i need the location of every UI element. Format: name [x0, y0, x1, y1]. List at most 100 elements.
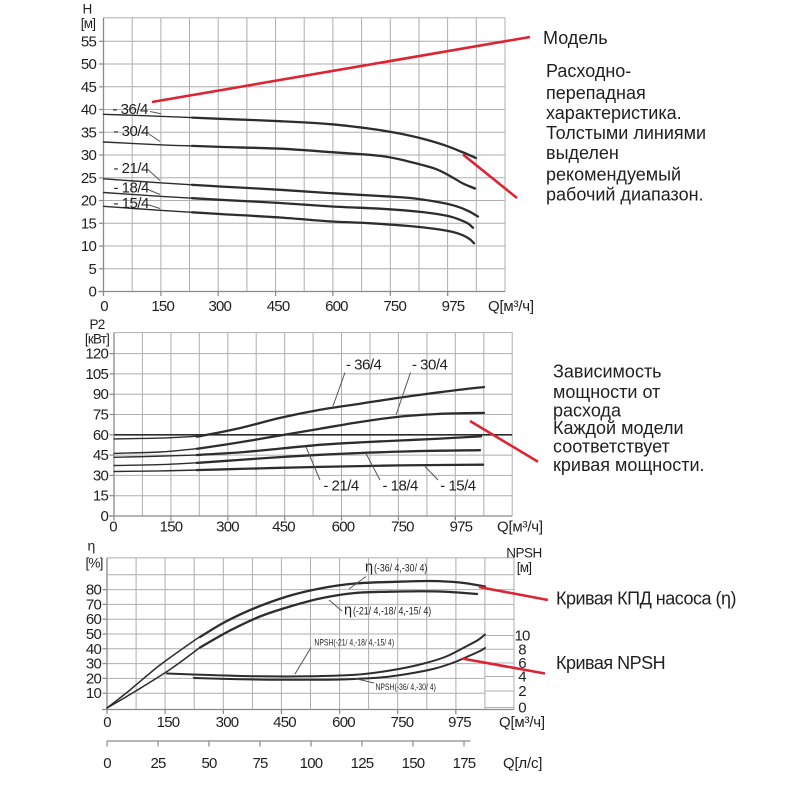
svg-text:40: 40	[81, 102, 97, 119]
svg-text:[м]: [м]	[81, 16, 95, 31]
svg-text:Q[м³/ч]: Q[м³/ч]	[499, 714, 545, 731]
svg-text:25: 25	[150, 755, 166, 772]
svg-text:450: 450	[273, 714, 296, 731]
svg-text:30: 30	[93, 467, 109, 484]
svg-text:0: 0	[88, 284, 96, 301]
svg-text:750: 750	[391, 519, 414, 536]
svg-text:600: 600	[332, 519, 355, 536]
svg-text:75: 75	[252, 755, 268, 772]
svg-text:150: 150	[402, 755, 425, 772]
svg-text:975: 975	[442, 298, 465, 315]
svg-text:175: 175	[453, 755, 476, 772]
svg-text:150: 150	[160, 519, 183, 536]
svg-text:мощности от: мощности от	[553, 382, 660, 402]
svg-text:8: 8	[518, 641, 526, 658]
svg-text:- 18/4: - 18/4	[114, 179, 150, 196]
svg-text:75: 75	[93, 407, 109, 424]
svg-text:20: 20	[86, 670, 102, 687]
svg-text:10: 10	[514, 628, 530, 645]
svg-text:выделен: выделен	[546, 143, 619, 163]
svg-text:10: 10	[81, 238, 97, 255]
svg-text:Q[л/с]: Q[л/с]	[503, 755, 542, 772]
svg-text:10: 10	[86, 685, 102, 702]
svg-text:750: 750	[391, 714, 414, 731]
svg-text:20: 20	[81, 193, 97, 210]
svg-text:50: 50	[201, 755, 217, 772]
svg-text:35: 35	[81, 124, 97, 141]
svg-text:5: 5	[88, 261, 96, 278]
svg-text:- 15/4: - 15/4	[440, 478, 476, 495]
svg-text:70: 70	[86, 596, 102, 613]
svg-text:η: η	[344, 603, 352, 619]
svg-text:η: η	[365, 560, 373, 576]
svg-text:300: 300	[216, 519, 239, 536]
svg-text:0: 0	[100, 508, 108, 525]
svg-text:Толстыми линиями: Толстыми линиями	[546, 123, 706, 143]
svg-text:рекомендуемый: рекомендуемый	[546, 165, 681, 185]
svg-text:- 18/4: - 18/4	[383, 478, 419, 495]
svg-text:характеристика.: характеристика.	[546, 103, 682, 123]
svg-text:кривая мощности.: кривая мощности.	[553, 455, 705, 475]
svg-text:NPSH: NPSH	[506, 546, 542, 561]
svg-text:0: 0	[109, 519, 117, 536]
svg-text:60: 60	[86, 611, 102, 628]
svg-text:NPSH(-36/ 4,-30/ 4): NPSH(-36/ 4,-30/ 4)	[376, 682, 437, 692]
svg-text:- 36/4: - 36/4	[346, 357, 382, 374]
svg-text:Каждой модели: Каждой модели	[553, 418, 684, 438]
svg-text:H: H	[83, 2, 92, 17]
svg-text:30: 30	[81, 147, 97, 164]
svg-text:55: 55	[81, 33, 97, 50]
svg-text:2: 2	[518, 683, 526, 700]
svg-text:расхода: расхода	[553, 400, 622, 420]
svg-text:125: 125	[351, 755, 374, 772]
svg-text:Кривая КПД насоса (η): Кривая КПД насоса (η)	[556, 589, 736, 609]
svg-text:300: 300	[208, 298, 231, 315]
svg-text:- 36/4: - 36/4	[113, 101, 149, 118]
svg-text:45: 45	[81, 79, 97, 96]
svg-text:Зависимость: Зависимость	[553, 362, 662, 382]
svg-text:15: 15	[81, 215, 97, 232]
svg-text:0: 0	[100, 298, 108, 315]
svg-text:50: 50	[81, 56, 97, 73]
svg-text:25: 25	[81, 170, 97, 187]
svg-text:Q[м³/ч]: Q[м³/ч]	[488, 298, 534, 315]
svg-text:80: 80	[86, 582, 102, 599]
svg-text:рабочий диапазон.: рабочий диапазон.	[546, 184, 704, 204]
svg-text:100: 100	[300, 755, 323, 772]
svg-text:0: 0	[103, 714, 111, 731]
svg-text:40: 40	[86, 641, 102, 658]
svg-text:150: 150	[151, 298, 174, 315]
svg-text:50: 50	[86, 626, 102, 643]
svg-text:NPSH(-21/ 4,-18/ 4,-15/ 4): NPSH(-21/ 4,-18/ 4,-15/ 4)	[314, 637, 394, 647]
svg-text:[м]: [м]	[517, 560, 531, 575]
svg-text:30: 30	[86, 656, 102, 673]
svg-text:90: 90	[93, 386, 109, 403]
svg-text:450: 450	[272, 519, 295, 536]
svg-text:0: 0	[103, 755, 111, 772]
svg-text:300: 300	[216, 714, 239, 731]
svg-text:- 21/4: - 21/4	[323, 478, 359, 495]
svg-text:(-36/ 4,-30/ 4): (-36/ 4,-30/ 4)	[374, 563, 427, 575]
svg-text:120: 120	[85, 346, 108, 363]
svg-text:Модель: Модель	[543, 28, 608, 48]
svg-text:η: η	[88, 538, 95, 554]
svg-text:Кривая NPSH: Кривая NPSH	[556, 653, 665, 673]
svg-text:- 15/4: - 15/4	[114, 195, 150, 212]
svg-text:- 30/4: - 30/4	[412, 357, 448, 374]
svg-text:(-21/ 4,-18/ 4,-15/ 4): (-21/ 4,-18/ 4,-15/ 4)	[353, 606, 431, 618]
svg-text:975: 975	[448, 714, 471, 731]
svg-text:60: 60	[93, 427, 109, 444]
svg-text:Расходно-: Расходно-	[546, 61, 631, 81]
svg-text:[%]: [%]	[85, 556, 102, 571]
svg-text:450: 450	[267, 298, 290, 315]
svg-text:975: 975	[450, 519, 473, 536]
svg-text:15: 15	[93, 488, 109, 505]
svg-text:105: 105	[85, 366, 108, 383]
svg-text:- 30/4: - 30/4	[114, 123, 150, 140]
svg-text:600: 600	[325, 298, 348, 315]
svg-text:0: 0	[518, 700, 526, 717]
svg-text:45: 45	[93, 447, 109, 464]
svg-text:P2: P2	[90, 317, 105, 332]
svg-text:750: 750	[383, 298, 406, 315]
svg-text:соответствует: соответствует	[553, 437, 670, 457]
